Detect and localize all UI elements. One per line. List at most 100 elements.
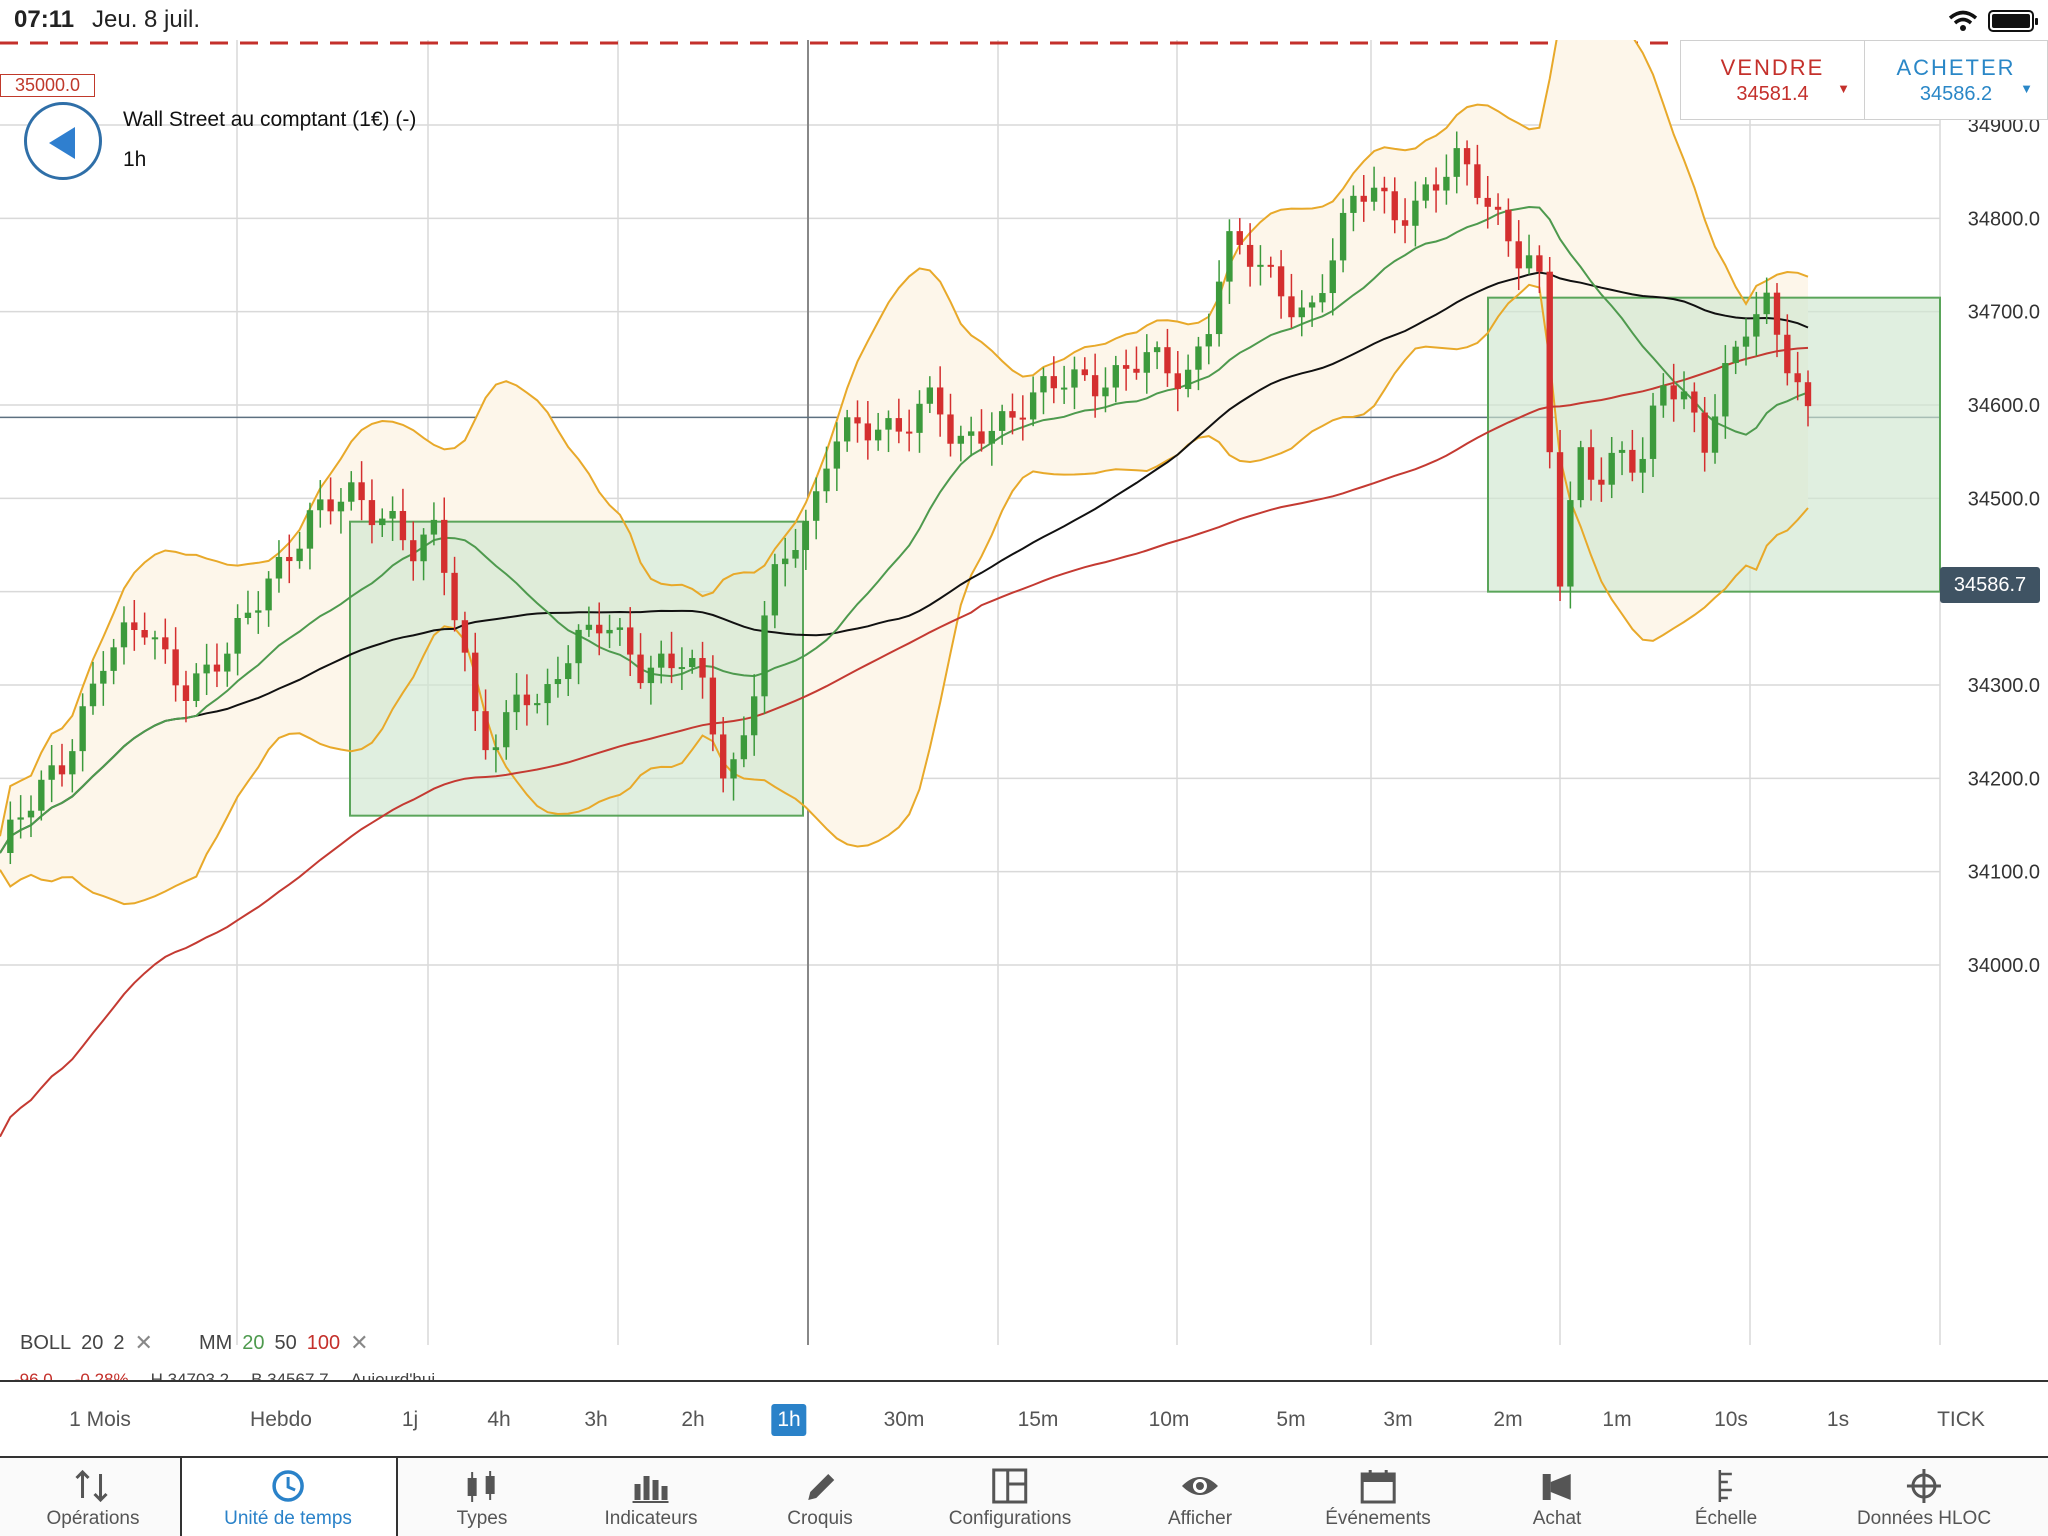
y-tick-label: 34800.0 [1968,208,2040,230]
ma100-line [0,346,1809,1138]
mm-label: MM [198,1331,233,1354]
candle-body [1205,334,1212,347]
candle-body [38,779,45,811]
candle-body [234,617,241,654]
timeframe-1-mois[interactable]: 1 Mois [69,1408,131,1431]
toolbar-arrows-updown-button[interactable]: Opérations [47,1458,139,1536]
timeframe-1j[interactable]: 1j [401,1408,419,1431]
clock-icon [272,1470,304,1502]
candle-body [337,501,345,512]
timeframe-10s[interactable]: 10s [1714,1408,1748,1431]
timeframe-hebdo[interactable]: Hebdo [250,1408,312,1431]
candle-body [1680,391,1688,400]
toolbar-bars-button[interactable]: Indicateurs [605,1458,697,1536]
candle-body [1701,412,1708,453]
candle-body [678,667,686,670]
toolbar-calendar-button[interactable]: Événements [1325,1458,1431,1536]
candle-body [58,765,66,775]
candle-body [751,696,758,736]
timeframe-3m[interactable]: 3m [1383,1408,1413,1431]
candle-body [317,499,324,511]
candle-body [1525,255,1533,269]
candle-body [162,637,169,650]
chart-canvas[interactable]: 34000.034100.034200.034300.034400.034500… [0,40,2048,1380]
candle-body [1484,197,1491,207]
candle-body [1050,376,1057,389]
timeframe-10m[interactable]: 10m [1148,1408,1190,1431]
buy-caret-icon[interactable]: ▼ [2020,81,2033,96]
trade-box: VENDRE 34581.4 ▼ ACHETER 34586.2 ▼ [1680,40,2048,120]
candle-body [1339,212,1347,261]
level-label: 35000.0 [0,74,96,97]
candle-body [771,564,779,616]
toolbar-crosshair-button[interactable]: Données HLOC [1857,1458,1991,1536]
remove-boll-icon[interactable]: ✕ [134,1330,153,1355]
candle-body [265,578,272,611]
sell-button[interactable]: VENDRE 34581.4 ▼ [1681,41,1864,119]
timeframe-3h[interactable]: 3h [584,1408,608,1431]
layout-icon [992,1468,1028,1504]
candle-body [1536,255,1543,272]
bottom-toolbar: Opérations Unité de temps Types Indicateurs… [0,1456,2048,1536]
price-chart[interactable]: 34000.034100.034200.034300.034400.034500… [0,40,2048,1412]
timeframe-5m[interactable]: 5m [1276,1408,1306,1431]
candle-body [916,403,923,433]
timeframe-2h[interactable]: 2h [681,1408,705,1431]
candle-body [151,637,159,640]
candle-body [1143,352,1150,373]
candle-body [327,499,334,512]
candle-body [358,482,365,501]
candle-body [699,658,706,678]
timeframe-1h[interactable]: 1h [771,1404,807,1436]
candle-body [1308,302,1316,308]
candle-body [1773,292,1781,335]
candle-body [833,441,841,469]
megaphone-icon [1543,1474,1571,1500]
candle-body [565,663,572,680]
remove-mm-icon[interactable]: ✕ [350,1330,369,1355]
toolbar-clock-button[interactable]: Unité de temps [224,1458,352,1536]
candle-body [1732,346,1739,364]
candle-body [585,624,593,630]
timeframe-1m[interactable]: 1m [1602,1408,1632,1431]
toolbar-candles-button[interactable]: Types [456,1458,508,1536]
candle-body [854,417,861,424]
candle-body [740,735,748,760]
timeframe-1s[interactable]: 1s [1826,1408,1850,1431]
timeframe-bar: 1 Mois Hebdo 1j 4h 3h 2h 1h 30m 15m 10m 5m 3m 2m 1m 10… [0,1380,2048,1456]
candle-body [213,664,221,672]
toolbar-megaphone-button[interactable]: Achat [1533,1458,1581,1536]
battery-icon [1988,10,2038,32]
timeframe-30m[interactable]: 30m [883,1408,925,1431]
arrows-updown-icon [75,1469,109,1503]
y-tick-label: 34300.0 [1968,675,2040,697]
candle-body [1629,449,1636,473]
candle-body [503,712,510,748]
candle-body [1639,458,1646,473]
candle-body [792,550,799,559]
back-button[interactable] [24,102,102,180]
y-tick-label: 34600.0 [1968,395,2040,417]
buy-label: ACHETER [1896,55,2016,80]
toolbar-pencil-button[interactable]: Croquis [787,1458,853,1536]
instrument-title: Wall Street au comptant (1€) (-) [123,108,417,131]
toolbar-layout-button[interactable]: Configurations [949,1458,1071,1536]
timeframe-4h[interactable]: 4h [487,1408,511,1431]
ma50-line [0,271,1809,854]
bollinger-upper [0,40,1809,837]
timeframe-tick[interactable]: TICK [1937,1408,1985,1431]
timeframe-15m[interactable]: 15m [1017,1408,1059,1431]
toolbar-label: Afficher [1167,1508,1233,1529]
sell-caret-icon[interactable]: ▼ [1837,81,1850,96]
y-tick-label: 34100.0 [1968,862,2040,884]
candle-body [1577,447,1584,501]
toolbar-scale-button[interactable]: Échelle [1695,1458,1757,1536]
toolbar-label: Types [456,1508,508,1529]
toolbar-eye-button[interactable]: Afficher [1168,1458,1232,1536]
candle-body [802,520,810,551]
candle-body [647,667,655,684]
candle-body [1009,411,1016,418]
buy-button[interactable]: ACHETER 34586.2 ▼ [1864,41,2047,119]
timeframe-2m[interactable]: 2m [1493,1408,1523,1431]
candle-body [461,620,469,653]
